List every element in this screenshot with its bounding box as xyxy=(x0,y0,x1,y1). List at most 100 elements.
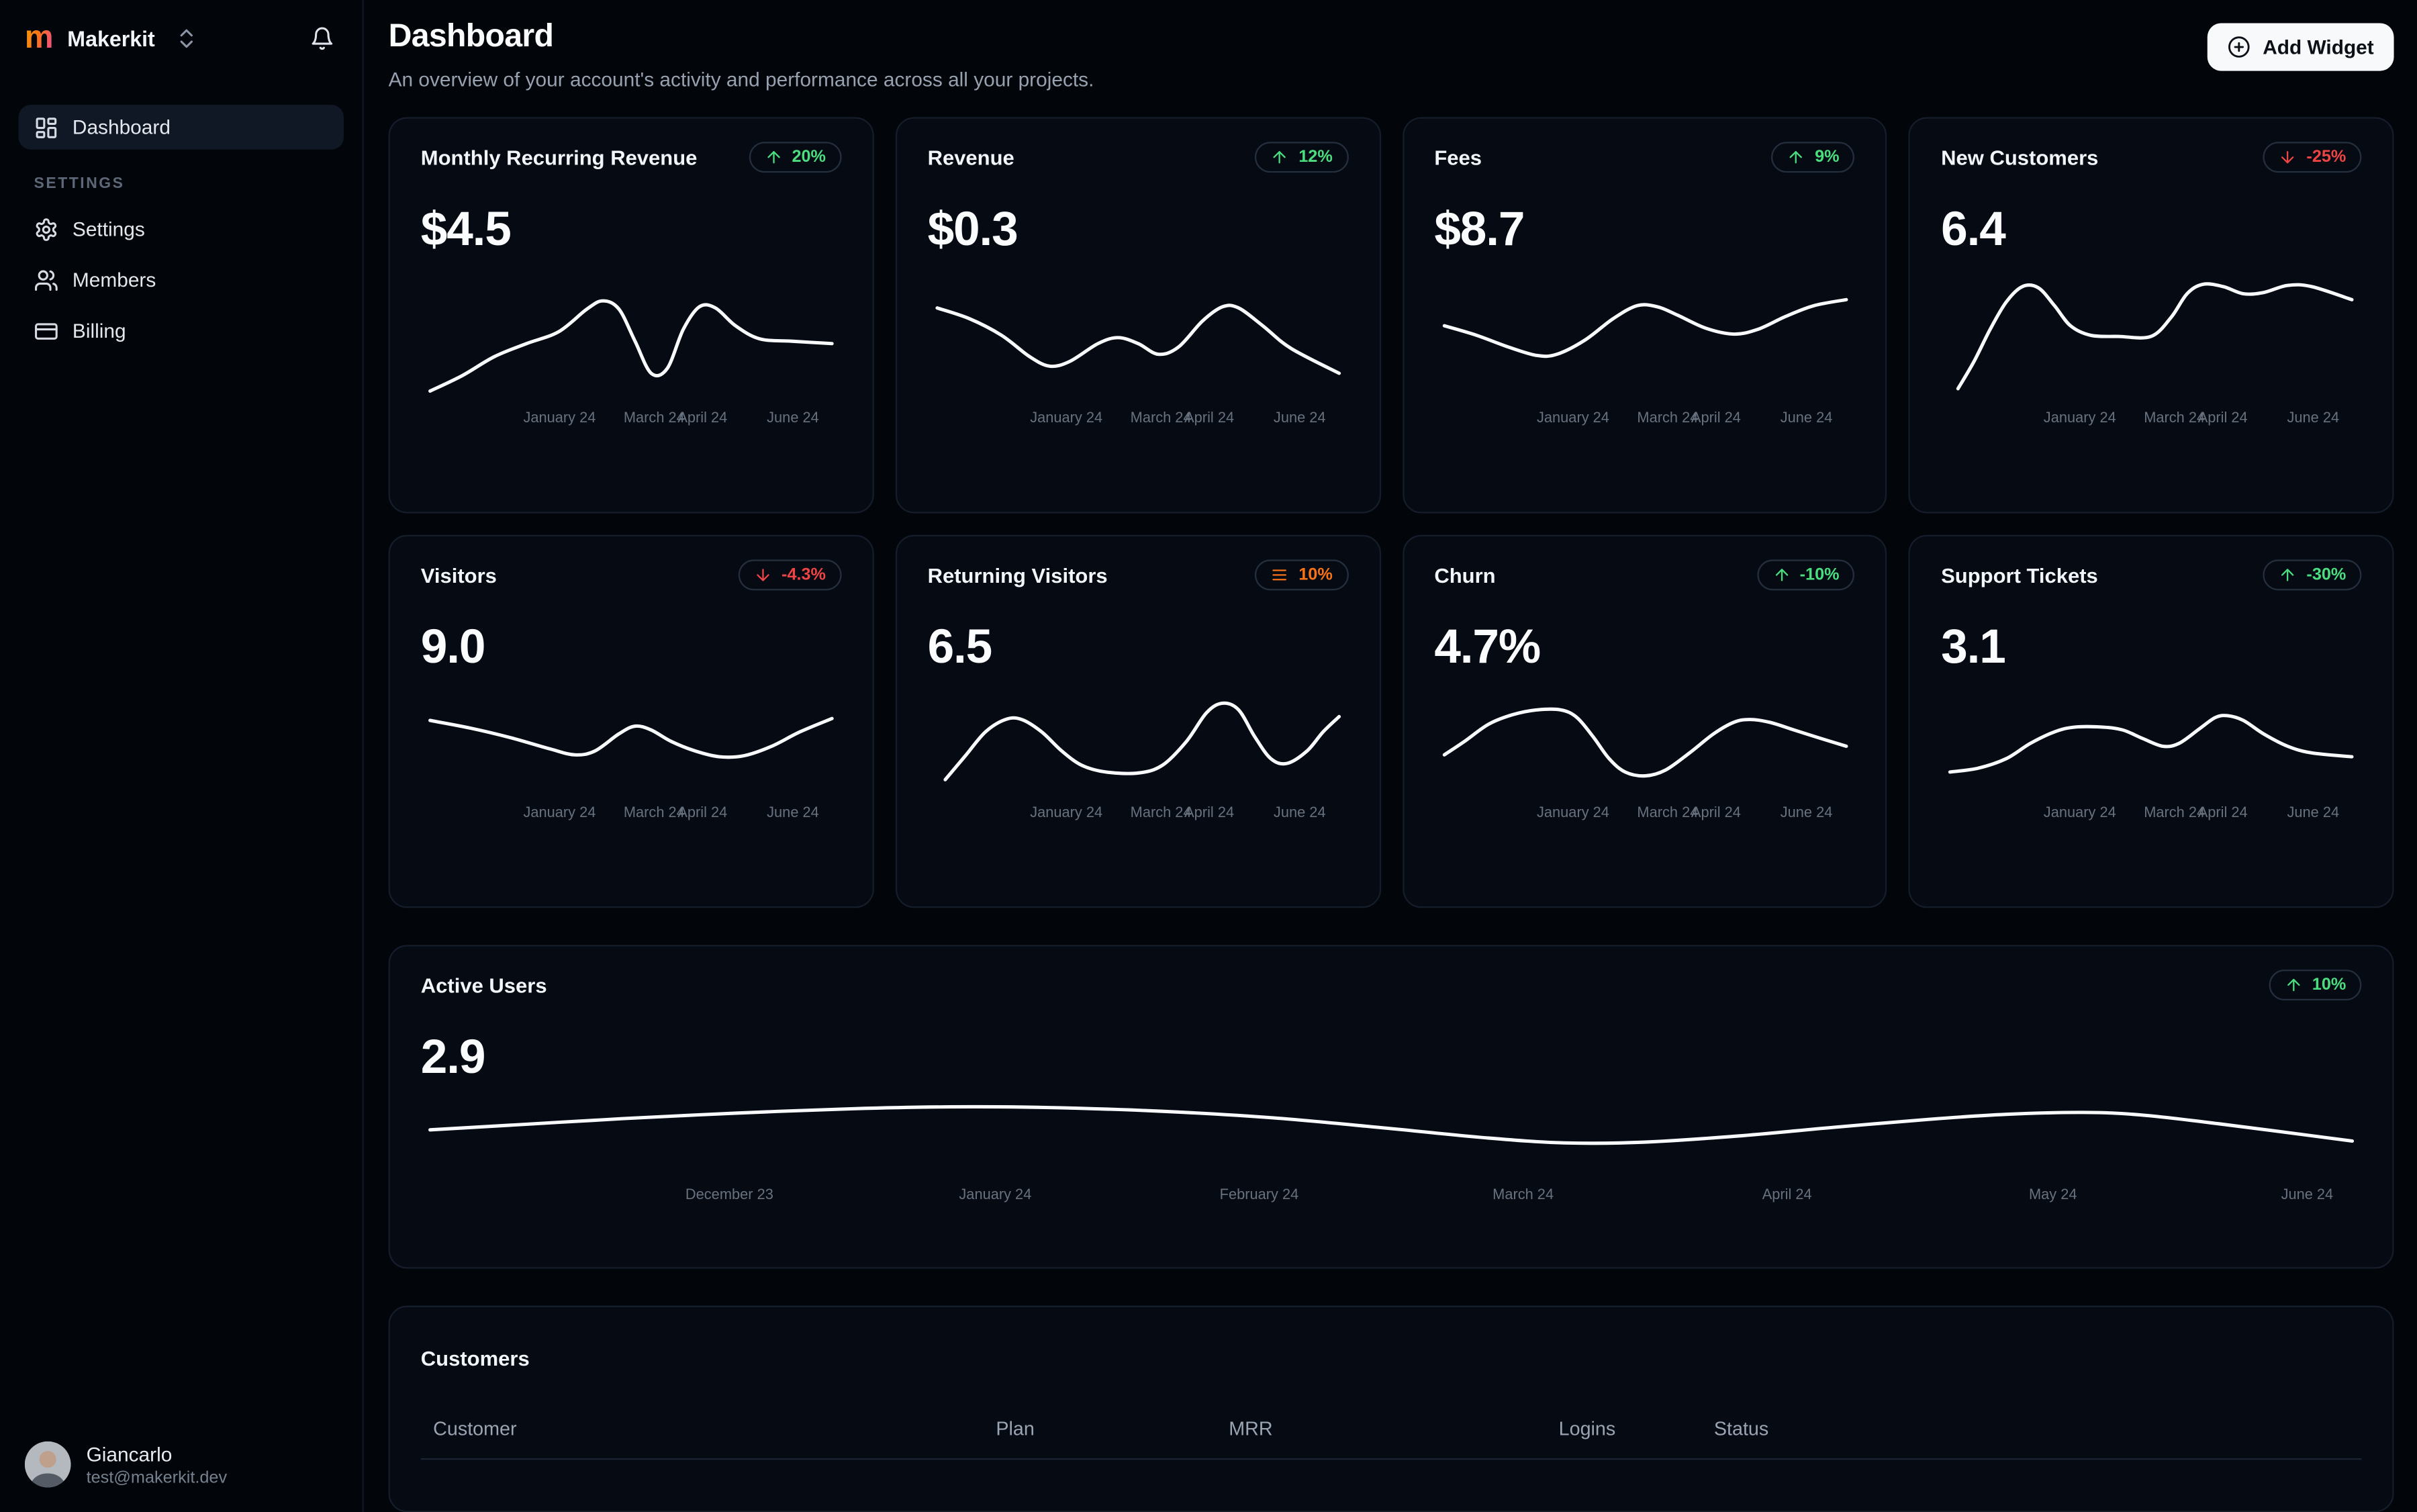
trend-value: 12% xyxy=(1298,148,1333,167)
stat-card-returning-visitors: Returning Visitors 10% 6.5 January 24 March … xyxy=(895,534,1380,908)
x-axis-label: June 24 xyxy=(2287,410,2340,427)
x-axis-label: January 24 xyxy=(523,804,596,822)
x-axis-label: April 24 xyxy=(2197,804,2248,822)
sidebar-item-members[interactable]: Members xyxy=(19,257,344,302)
card-title: Churn xyxy=(1434,563,1496,587)
x-axis-label: January 24 xyxy=(1537,804,1609,822)
card-header: Revenue 12% xyxy=(928,142,1348,173)
dashboard-icon xyxy=(34,115,59,140)
sidebar-item-label: Billing xyxy=(72,319,126,342)
x-axis-label: April 24 xyxy=(1691,804,1741,822)
trend-value: -25% xyxy=(2306,148,2347,167)
x-axis-label: January 24 xyxy=(1537,410,1609,427)
x-axis-label: March 24 xyxy=(2144,410,2206,427)
workspace-selector[interactable]: m Makerkit xyxy=(25,21,198,54)
x-axis-label: June 24 xyxy=(1780,410,1833,427)
x-axis-label: June 24 xyxy=(2287,804,2340,822)
card-title: Active Users xyxy=(420,973,547,997)
card-title: Visitors xyxy=(420,563,497,587)
x-axis-label: April 24 xyxy=(1184,804,1235,822)
x-axis-label: April 24 xyxy=(677,804,728,822)
x-axis-labels: December 23 January 24 February 24 March 24… xyxy=(421,1188,2362,1207)
card-value: 4.7% xyxy=(1434,619,1541,674)
x-axis-label: March 24 xyxy=(1637,410,1699,427)
sidebar: m Makerkit Dashboard SETTINGS xyxy=(0,0,364,1512)
user-name: Giancarlo xyxy=(86,1442,173,1466)
add-widget-label: Add Widget xyxy=(2263,35,2374,59)
column-header-plan: Plan xyxy=(996,1418,1035,1441)
avatar xyxy=(24,1441,71,1488)
x-axis-label: March 24 xyxy=(623,804,685,822)
sidebar-item-settings[interactable]: Settings xyxy=(19,207,344,252)
trend-value: 10% xyxy=(1298,565,1333,585)
trend-badge: -10% xyxy=(1756,559,1855,591)
trend-badge: 10% xyxy=(1255,559,1348,591)
x-axis-label: March 24 xyxy=(1637,804,1699,822)
sidebar-item-billing[interactable]: Billing xyxy=(19,308,344,353)
sparkline-chart: January 24 March 24 April 24 June 24 xyxy=(1434,681,1854,888)
trend-badge: 10% xyxy=(2269,970,2362,1001)
trend-badge: 12% xyxy=(1255,142,1348,173)
column-header-mrr: MRR xyxy=(1229,1418,1273,1441)
makerkit-logo: m xyxy=(24,19,54,56)
x-axis-label: April 24 xyxy=(677,410,728,427)
trend-value: -30% xyxy=(2306,565,2347,585)
arrow-down-icon xyxy=(2279,148,2297,167)
chevrons-up-down-icon xyxy=(173,26,198,50)
customers-title: Customers xyxy=(420,1348,530,1371)
card-header: Fees 9% xyxy=(1434,142,1855,173)
card-header: Monthly Recurring Revenue 20% xyxy=(421,142,841,173)
table-divider xyxy=(420,1458,2362,1460)
x-axis-label: January 24 xyxy=(1030,804,1103,822)
sidebar-top: m Makerkit Dashboard SETTINGS xyxy=(18,21,344,359)
x-axis-label: June 24 xyxy=(1273,410,1326,427)
x-axis-label: June 24 xyxy=(767,804,819,822)
arrow-up-icon xyxy=(1772,566,1791,585)
column-header-logins: Logins xyxy=(1558,1418,1616,1441)
card-header: Visitors -4.3% xyxy=(420,559,841,591)
plus-circle-icon xyxy=(2227,36,2250,58)
x-axis-labels: January 24 March 24 April 24 June 24 xyxy=(421,804,841,823)
x-axis-labels: January 24 March 24 April 24 June 24 xyxy=(421,410,841,429)
x-axis-labels: January 24 March 24 April 24 June 24 xyxy=(1941,410,2361,429)
customers-card: Customers Customer Plan MRR Logins Status xyxy=(388,1306,2394,1512)
card-value: 6.5 xyxy=(927,619,993,674)
x-axis-labels: January 24 March 24 April 24 June 24 xyxy=(1434,804,1854,823)
user-menu[interactable]: Giancarlo test@makerkit.dev xyxy=(19,1441,344,1488)
active-users-card: Active Users 10% 2.9 December 23 January … xyxy=(388,945,2394,1270)
notifications-button[interactable] xyxy=(310,26,334,50)
add-widget-button[interactable]: Add Widget xyxy=(2207,23,2394,71)
sidebar-header: m Makerkit xyxy=(19,21,344,54)
sidebar-item-label: Dashboard xyxy=(72,115,171,139)
x-axis-label: April 24 xyxy=(1184,410,1235,427)
x-axis-labels: January 24 March 24 April 24 June 24 xyxy=(1434,410,1854,429)
sparkline-chart: January 24 March 24 April 24 June 24 xyxy=(421,264,841,493)
sidebar-item-dashboard[interactable]: Dashboard xyxy=(18,105,344,150)
card-header: Support Tickets -30% xyxy=(1941,559,2362,591)
x-axis-label: January 24 xyxy=(2043,410,2116,427)
arrow-up-icon xyxy=(764,148,783,167)
x-axis-label: March 24 xyxy=(623,410,685,427)
arrow-up-icon xyxy=(2279,566,2297,585)
card-title: New Customers xyxy=(1941,145,2099,169)
trend-badge: -4.3% xyxy=(738,559,841,591)
sidebar-nav: Dashboard SETTINGS Settings Members Billin… xyxy=(18,105,344,353)
settings-section-label: SETTINGS xyxy=(34,175,125,193)
trend-badge: 9% xyxy=(1771,142,1855,173)
trend-value: 10% xyxy=(2312,976,2347,994)
card-value: 6.4 xyxy=(1941,201,2006,256)
trend-value: -10% xyxy=(1799,565,1840,585)
x-axis-label: June 24 xyxy=(1780,804,1833,822)
x-axis-label: January 24 xyxy=(959,1187,1032,1204)
stats-grid: Monthly Recurring Revenue 20% $4.5 January … xyxy=(388,117,2394,908)
stat-card-monthly-recurring-revenue: Monthly Recurring Revenue 20% $4.5 January … xyxy=(388,117,874,514)
x-axis-labels: January 24 March 24 April 24 June 24 xyxy=(928,410,1348,429)
stat-card-churn: Churn -10% 4.7% January 24 March 24 April 24 J… xyxy=(1402,534,1887,908)
card-value: $8.7 xyxy=(1434,201,1525,256)
x-axis-label: March 24 xyxy=(1492,1187,1554,1204)
bell-icon xyxy=(312,26,333,50)
card-title: Revenue xyxy=(927,145,1014,169)
x-axis-labels: January 24 March 24 April 24 June 24 xyxy=(928,804,1348,823)
sparkline-chart: January 24 March 24 April 24 June 24 xyxy=(1434,264,1854,493)
